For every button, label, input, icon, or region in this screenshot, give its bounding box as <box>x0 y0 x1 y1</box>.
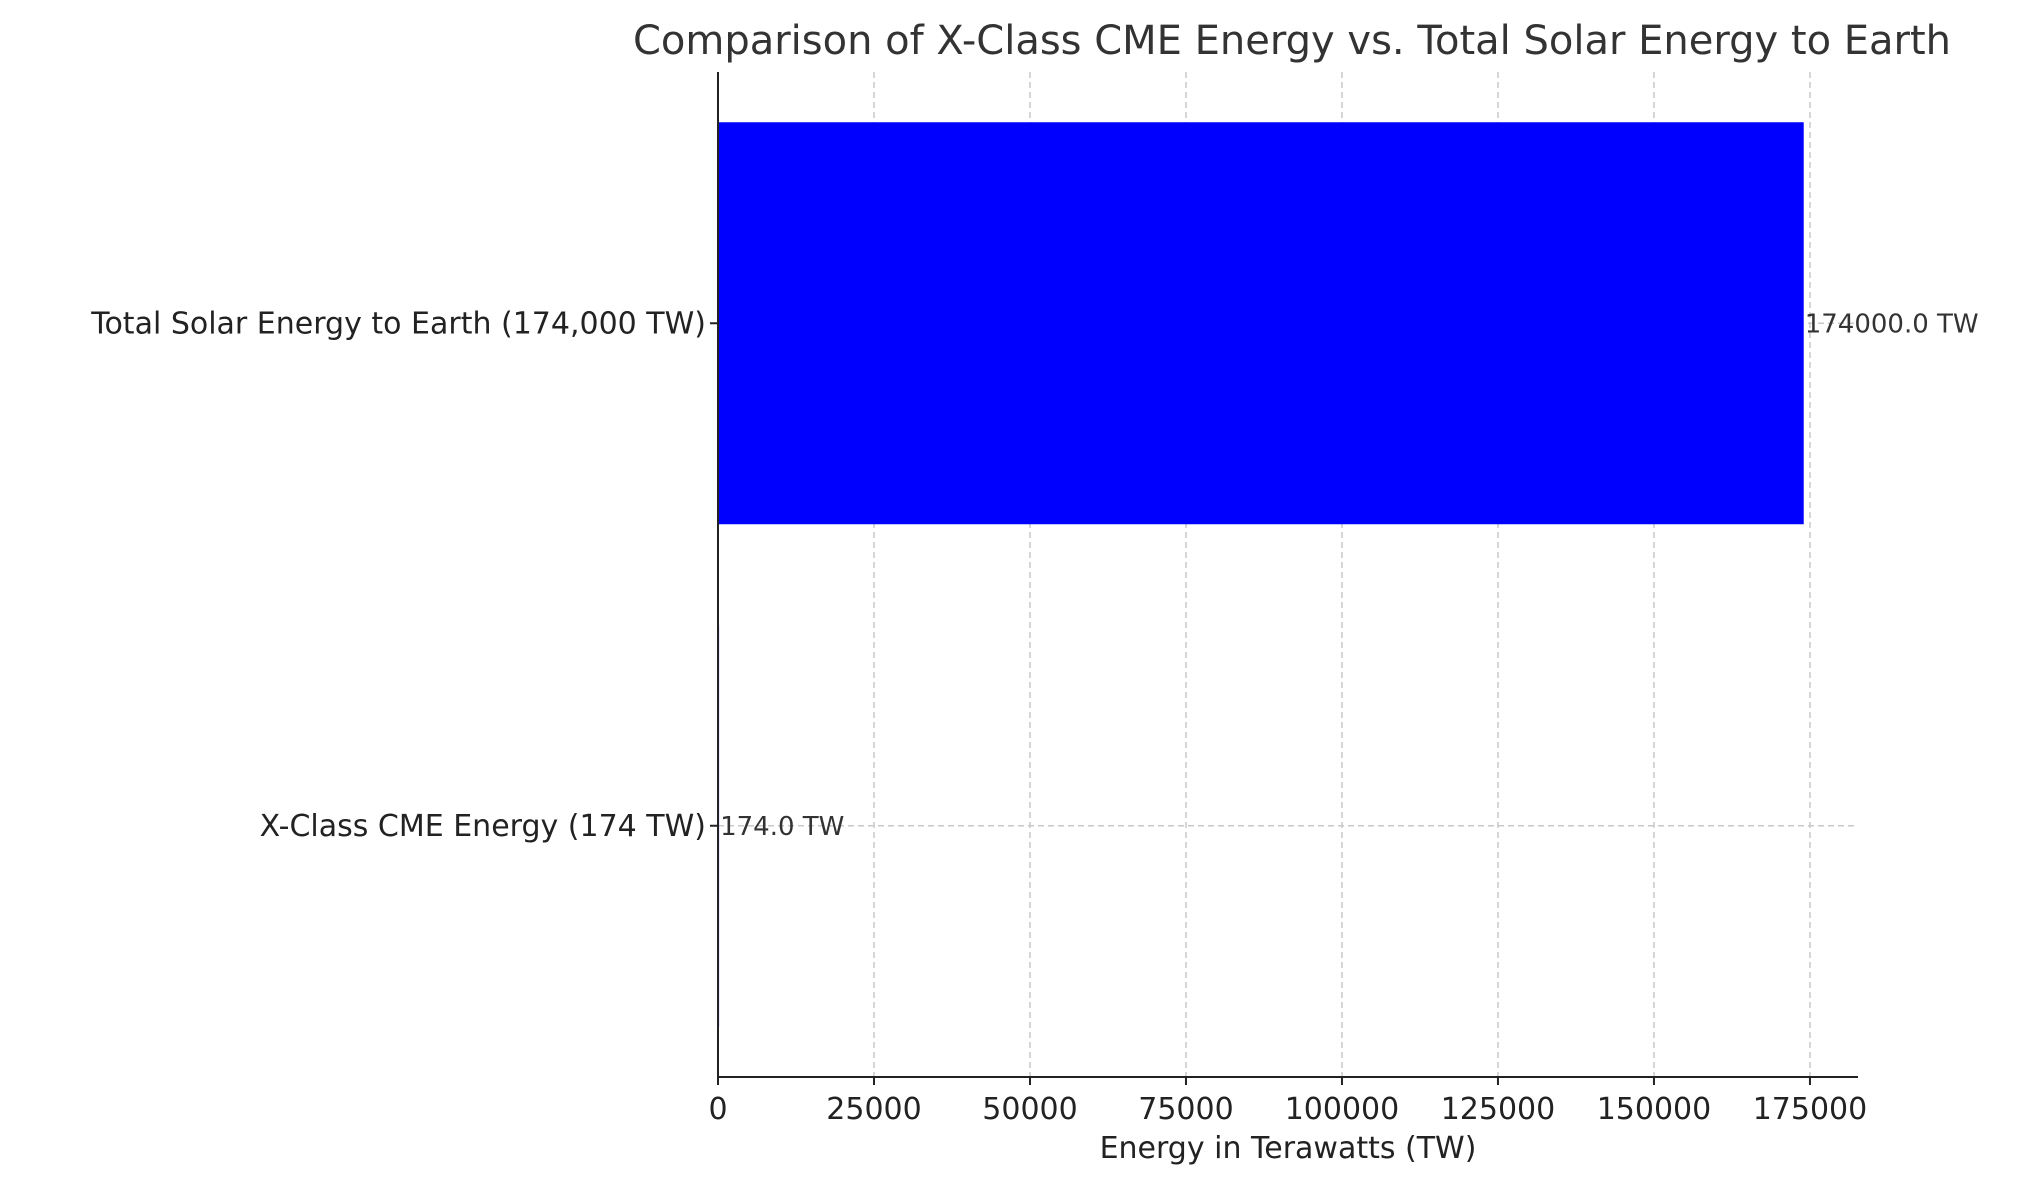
x-tick-label: 25000 <box>826 1092 921 1127</box>
data-label: 174000.0 TW <box>1805 309 1979 339</box>
x-axis-label: Energy in Terawatts (TW) <box>1100 1131 1477 1166</box>
x-tick-label: 50000 <box>982 1092 1077 1127</box>
x-tick-label: 150000 <box>1597 1092 1712 1127</box>
labels: 0 25000 50000 75000 100000 125000 150000 175000… <box>90 306 1978 1127</box>
category-label: X-Class CME Energy (174 TW) <box>260 809 706 844</box>
x-tick-label: 125000 <box>1441 1092 1556 1127</box>
chart-title: Comparison of X-Class CME Energy vs. Tot… <box>633 18 1951 64</box>
x-tick-label: 100000 <box>1285 1092 1400 1127</box>
data-label: 174.0 TW <box>720 812 844 842</box>
bar <box>718 122 1804 525</box>
axes <box>710 72 1858 1085</box>
x-tick-label: 0 <box>708 1092 727 1127</box>
x-tick-label: 175000 <box>1753 1092 1868 1127</box>
x-tick-label: 75000 <box>1138 1092 1233 1127</box>
bars <box>718 122 1804 1027</box>
category-label: Total Solar Energy to Earth (174,000 TW) <box>90 306 706 341</box>
